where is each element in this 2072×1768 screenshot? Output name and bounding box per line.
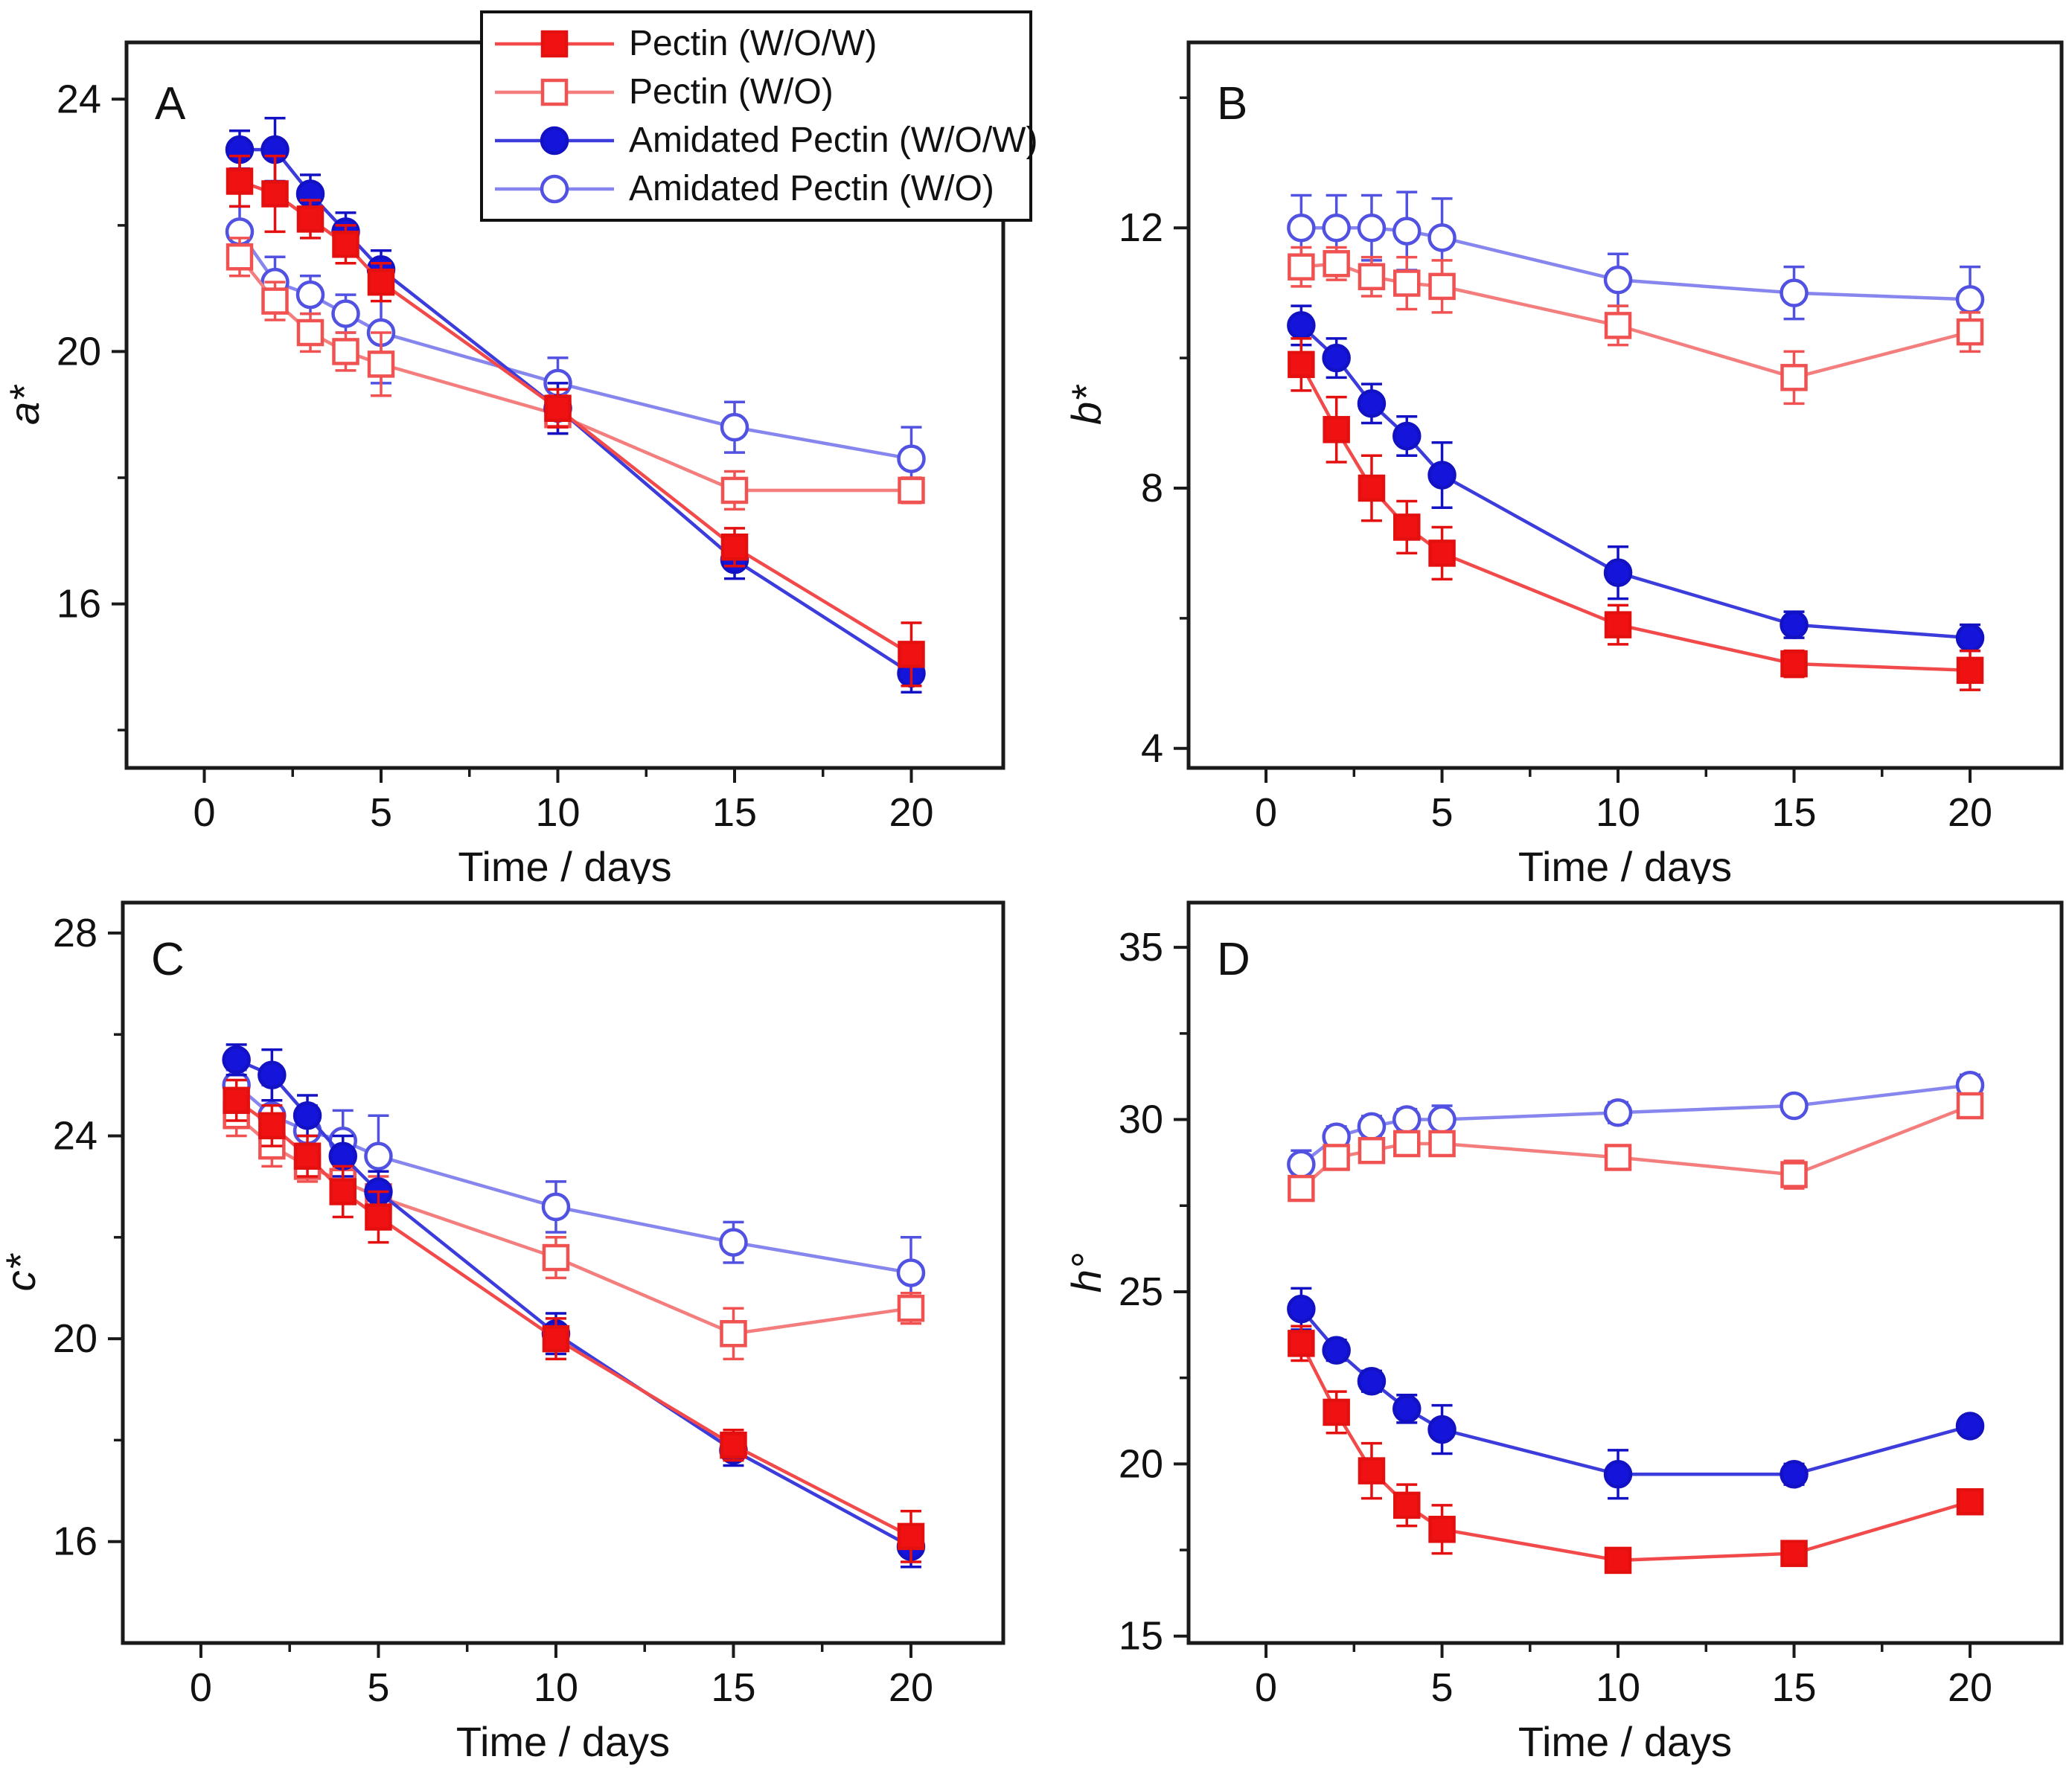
- panel-b-quadrant: 4 8 12 0 5 10 15 20 B Time / days b*: [1036, 0, 2072, 884]
- panel-letter: D: [1217, 934, 1250, 985]
- x-tick-label: 5: [370, 790, 392, 835]
- series-blue_open: [225, 205, 926, 492]
- y-tick-label: 16: [57, 582, 101, 627]
- panel-letter: A: [155, 78, 186, 129]
- x-tick-label: 10: [1596, 790, 1640, 835]
- series-red_open: [223, 1094, 925, 1361]
- panel-a-plot: 16 20 24 0 5 10 15 20 A Time / days a*: [1, 40, 1005, 884]
- square-open-marker-icon: [495, 78, 614, 106]
- square-filled-marker-icon: [495, 30, 614, 57]
- x-axis-title: Time / days: [458, 843, 671, 884]
- x-axis-title: Time / days: [1518, 843, 1732, 884]
- legend-label: Amidated Pectin (W/O/W): [629, 121, 1038, 160]
- legend-label: Pectin (W/O/W): [629, 24, 877, 63]
- x-tick-label: 15: [711, 1665, 755, 1710]
- panel-d-quadrant: 15 20 25 30 35 0 5 10 15 20 D Time / days h°: [1036, 884, 2072, 1768]
- x-axis-title: Time / days: [456, 1718, 670, 1765]
- y-tick-label: 30: [1119, 1098, 1163, 1142]
- series-blue_open: [1287, 190, 1985, 333]
- y-tick-label: 35: [1119, 925, 1163, 970]
- legend-item-blue_filled: Amidated Pectin (W/O/W): [493, 118, 1037, 164]
- y-tick-label: 15: [1119, 1614, 1163, 1659]
- y-tick-label: 20: [1119, 1441, 1163, 1486]
- series-blue_filled: [1287, 1287, 1985, 1500]
- y-tick-label: 16: [53, 1519, 97, 1564]
- x-tick-label: 0: [193, 790, 215, 835]
- x-tick-label: 20: [1948, 790, 1992, 835]
- x-tick-label: 15: [712, 790, 757, 835]
- series-blue_open: [222, 1069, 926, 1310]
- y-axis-title: a*: [1, 384, 48, 425]
- x-tick-label: 0: [1255, 1665, 1277, 1710]
- legend-label: Amidated Pectin (W/O): [629, 169, 994, 208]
- series-red_open: [1288, 1092, 1984, 1202]
- circle-filled-marker-icon: [495, 126, 614, 155]
- panel-c-quadrant: 16 20 24 28 0 5 10 15 20 C Time / days c*: [0, 884, 1036, 1768]
- y-axis-title: h°: [1063, 1253, 1110, 1293]
- x-tick-label: 5: [1431, 1665, 1454, 1710]
- panel-letter: B: [1217, 78, 1247, 129]
- series-blue_open: [1287, 1071, 1985, 1179]
- series-red_filled: [223, 1078, 925, 1563]
- x-tick-label: 5: [1431, 790, 1454, 835]
- series-red_open: [226, 237, 925, 511]
- y-tick-label: 8: [1141, 466, 1163, 510]
- panel-a-quadrant: 16 20 24 0 5 10 15 20 A Time / days a*: [0, 0, 1036, 884]
- circle-open-marker-icon: [495, 174, 614, 203]
- legend-item-red_filled: Pectin (W/O/W): [493, 21, 1022, 67]
- legend-item-red_open: Pectin (W/O): [493, 69, 1022, 115]
- y-tick-label: 4: [1141, 726, 1163, 771]
- series-red_filled: [1288, 337, 1984, 691]
- series-red_open: [1288, 246, 1984, 406]
- x-axis-title: Time / days: [1518, 1718, 1732, 1765]
- y-tick-label: 20: [57, 329, 101, 374]
- legend-item-blue_open: Amidated Pectin (W/O): [493, 166, 1022, 212]
- x-tick-label: 15: [1771, 790, 1816, 835]
- x-tick-label: 20: [889, 1665, 933, 1710]
- y-axis-title: c*: [0, 1252, 44, 1291]
- panel-d-plot: 15 20 25 30 35 0 5 10 15 20 D Time / days h°: [1063, 900, 2064, 1765]
- y-tick-label: 24: [53, 1113, 97, 1158]
- panel-letter: C: [151, 934, 185, 985]
- y-axis-title: b*: [1063, 384, 1110, 425]
- series-blue_filled: [1287, 304, 1985, 653]
- y-tick-label: 28: [53, 911, 97, 955]
- series-red_filled: [1288, 1325, 1984, 1575]
- x-tick-label: 0: [190, 1665, 212, 1710]
- x-tick-label: 10: [534, 1665, 578, 1710]
- y-tick-label: 24: [57, 77, 101, 121]
- legend: Pectin (W/O/W) Pectin (W/O) Amidated Pecti…: [480, 10, 1037, 222]
- x-tick-label: 15: [1771, 1665, 1816, 1710]
- x-tick-label: 20: [889, 790, 933, 835]
- series-red_filled: [226, 154, 925, 688]
- x-tick-label: 20: [1948, 1665, 1992, 1710]
- panel-b-plot: 4 8 12 0 5 10 15 20 B Time / days b*: [1063, 40, 2064, 884]
- y-tick-label: 25: [1119, 1269, 1163, 1314]
- panel-c-plot: 16 20 24 28 0 5 10 15 20 C Time / days c*: [0, 900, 1005, 1765]
- x-tick-label: 10: [1596, 1665, 1640, 1710]
- legend-label: Pectin (W/O): [629, 72, 834, 112]
- x-tick-label: 10: [535, 790, 580, 835]
- x-tick-label: 5: [367, 1665, 389, 1710]
- y-tick-label: 20: [53, 1316, 97, 1361]
- x-tick-label: 0: [1255, 790, 1277, 835]
- y-tick-label: 12: [1119, 205, 1163, 250]
